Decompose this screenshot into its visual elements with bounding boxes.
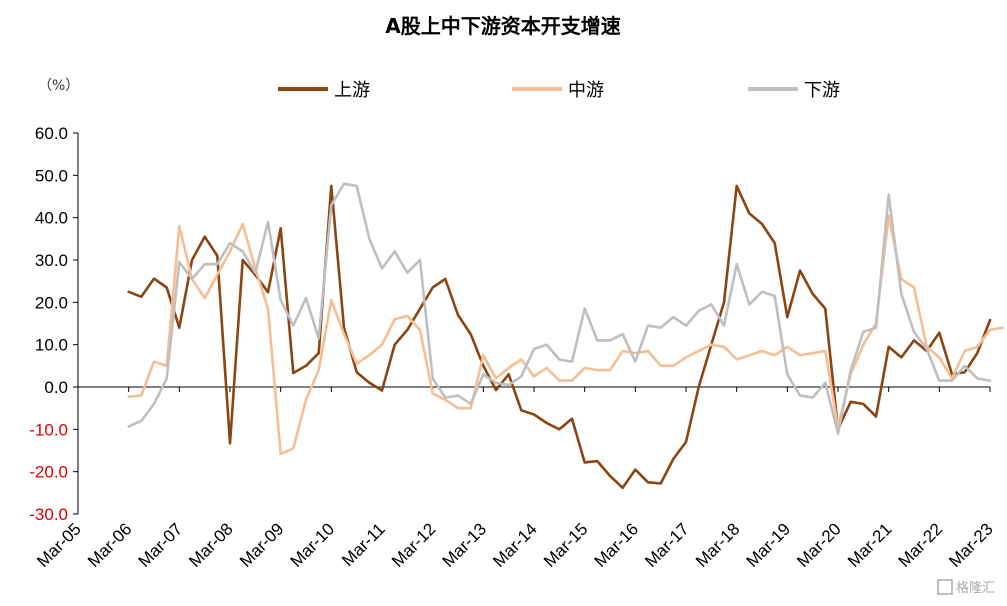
chart-title: A股上中下游资本开支增速 xyxy=(385,14,620,38)
legend-item-midstream: 中游 xyxy=(512,80,604,101)
x-tick-label: Mar-21 xyxy=(844,519,896,571)
x-tick-label: Mar-13 xyxy=(439,519,491,571)
y-tick-label: 30.0 xyxy=(35,251,68,270)
y-tick-label: 0.0 xyxy=(44,378,68,397)
x-tick-label: Mar-16 xyxy=(591,519,643,571)
series-line-downstream xyxy=(127,182,992,435)
x-tick-label: Mar-17 xyxy=(641,519,693,571)
y-tick-label: 50.0 xyxy=(35,166,68,185)
series-line-midstream xyxy=(127,214,1005,456)
legend-item-upstream: 上游 xyxy=(278,80,370,101)
legend-label-upstream: 上游 xyxy=(334,80,370,101)
x-tick-label: Mar-05 xyxy=(33,519,85,571)
legend-label-downstream: 下游 xyxy=(804,80,840,101)
watermark-logo-icon xyxy=(937,579,953,595)
x-tick-label: Mar-18 xyxy=(692,519,744,571)
y-tick-label: -20.0 xyxy=(29,463,68,482)
watermark-text: 格隆汇 xyxy=(956,580,995,596)
x-tick-label: Mar-23 xyxy=(945,519,997,571)
x-tick-label: Mar-19 xyxy=(743,519,795,571)
y-tick-label: 40.0 xyxy=(35,209,68,228)
y-tick-label: 10.0 xyxy=(35,336,68,355)
y-tick-label: -30.0 xyxy=(29,505,68,524)
y-tick-label: 20.0 xyxy=(35,293,68,312)
y-tick-label: -10.0 xyxy=(29,420,68,439)
x-tick-label: Mar-10 xyxy=(287,519,339,571)
x-tick-label: Mar-11 xyxy=(338,519,389,570)
legend-label-midstream: 中游 xyxy=(568,80,604,101)
series-line-upstream xyxy=(127,184,992,490)
legend-item-downstream: 下游 xyxy=(748,80,840,101)
x-tick-label: Mar-14 xyxy=(489,519,541,571)
y-tick-label: 60.0 xyxy=(35,124,68,143)
x-tick-label: Mar-12 xyxy=(388,519,440,571)
legend: 上游 中游 下游 xyxy=(278,80,840,101)
y-unit-label: （%） xyxy=(38,78,79,94)
axes: 60.0 50.0 40.0 30.0 20.0 10.0 0.0 -10.0 -20.0 -30… xyxy=(29,124,997,571)
x-tick-label: Mar-20 xyxy=(793,519,845,571)
watermark: 格隆汇 xyxy=(937,579,995,596)
x-tick-label: Mar-08 xyxy=(185,519,237,571)
x-tick-label: Mar-09 xyxy=(236,519,288,571)
x-tick-label: Mar-15 xyxy=(540,519,592,571)
x-tick-label: Mar-06 xyxy=(84,519,136,571)
series-lines xyxy=(127,182,1005,490)
x-tick-label: Mar-22 xyxy=(895,519,947,571)
x-tick-label: Mar-07 xyxy=(135,519,187,571)
